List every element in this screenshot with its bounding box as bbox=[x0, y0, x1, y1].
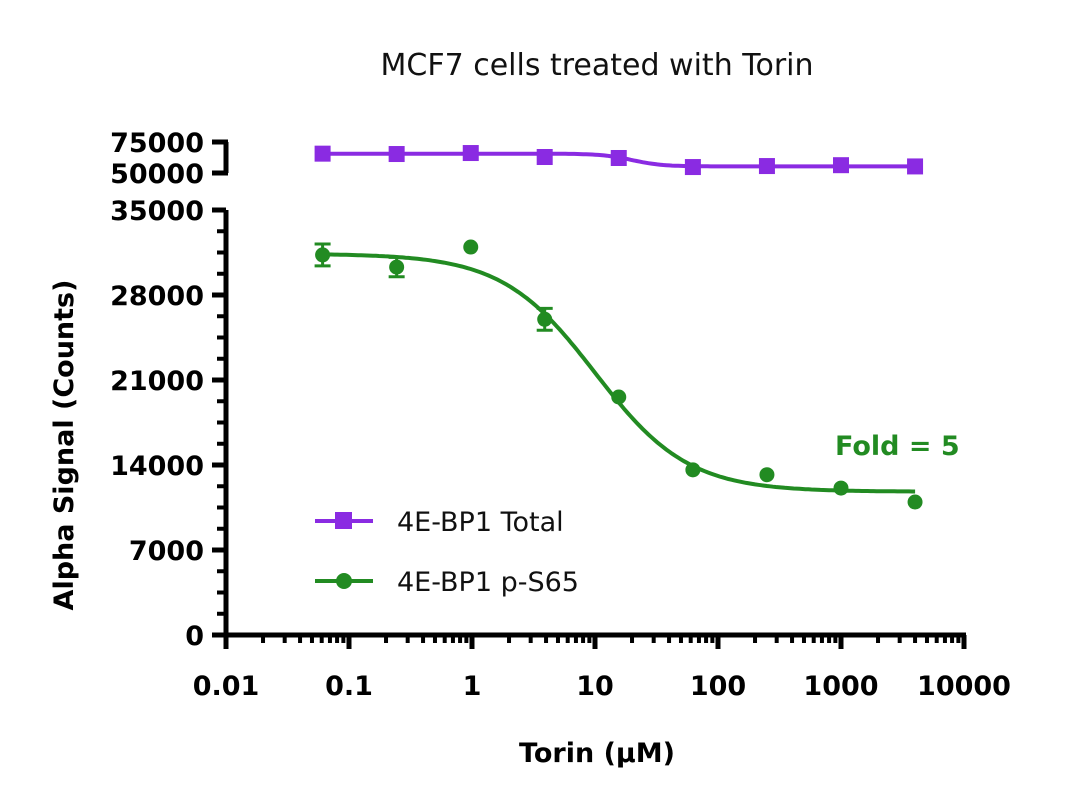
y-axis-label: Alpha Signal (Counts) bbox=[49, 280, 80, 611]
x-tick-label: 10000 bbox=[917, 671, 1011, 702]
x-tick-label: 0.01 bbox=[193, 671, 260, 702]
data-point-circle bbox=[463, 239, 479, 255]
data-point-circle bbox=[685, 462, 701, 478]
data-point-circle bbox=[315, 247, 331, 263]
x-tick-label: 1 bbox=[463, 671, 482, 702]
data-point-square bbox=[833, 157, 849, 174]
data-point-circle bbox=[537, 311, 553, 327]
y-tick-label: 50000 bbox=[110, 159, 204, 190]
data-point-square bbox=[684, 159, 701, 176]
data-point-square bbox=[536, 149, 553, 166]
data-point-square bbox=[388, 146, 405, 163]
y-tick-label: 14000 bbox=[110, 451, 204, 482]
data-point-square bbox=[314, 145, 331, 162]
y-tick-label: 35000 bbox=[110, 196, 204, 227]
data-point-circle bbox=[389, 259, 405, 275]
legend-label-total: 4E-BP1 Total bbox=[397, 507, 564, 538]
data-point-square bbox=[610, 149, 627, 166]
fit-curves bbox=[322, 151, 916, 494]
data-point-square bbox=[758, 158, 775, 175]
fit-curve bbox=[322, 252, 916, 494]
x-tick-label: 1000 bbox=[803, 671, 878, 702]
legend-label-ps65: 4E-BP1 p-S65 bbox=[397, 567, 579, 598]
x-axis-label: Torin (µM) bbox=[519, 738, 675, 769]
data-point-circle bbox=[907, 494, 923, 510]
y-tick-label: 28000 bbox=[110, 281, 204, 312]
y-tick-label: 75000 bbox=[110, 128, 204, 159]
data-points bbox=[314, 145, 924, 510]
x-tick-label: 0.1 bbox=[325, 671, 373, 702]
data-point-square bbox=[907, 158, 924, 175]
x-tick-label: 100 bbox=[690, 671, 746, 702]
data-point-circle bbox=[833, 480, 849, 496]
axes: 0.01 0.1 1 10 100 1000 10000 0 7000 14000 21000 280… bbox=[110, 128, 1011, 702]
y-tick-label: 21000 bbox=[110, 366, 204, 397]
x-tick-label: 10 bbox=[576, 671, 614, 702]
data-point-circle bbox=[611, 389, 627, 405]
y-tick-label: 0 bbox=[185, 621, 204, 652]
chart-title: MCF7 cells treated with Torin bbox=[380, 48, 813, 83]
data-point-square bbox=[462, 145, 479, 162]
legend: 4E-BP1 Total 4E-BP1 p-S65 bbox=[315, 507, 579, 598]
data-point-circle bbox=[759, 467, 775, 483]
legend-marker-square bbox=[335, 512, 352, 529]
legend-marker-circle bbox=[336, 573, 352, 589]
y-tick-label: 7000 bbox=[129, 536, 204, 567]
fold-annotation: Fold = 5 bbox=[835, 431, 960, 462]
